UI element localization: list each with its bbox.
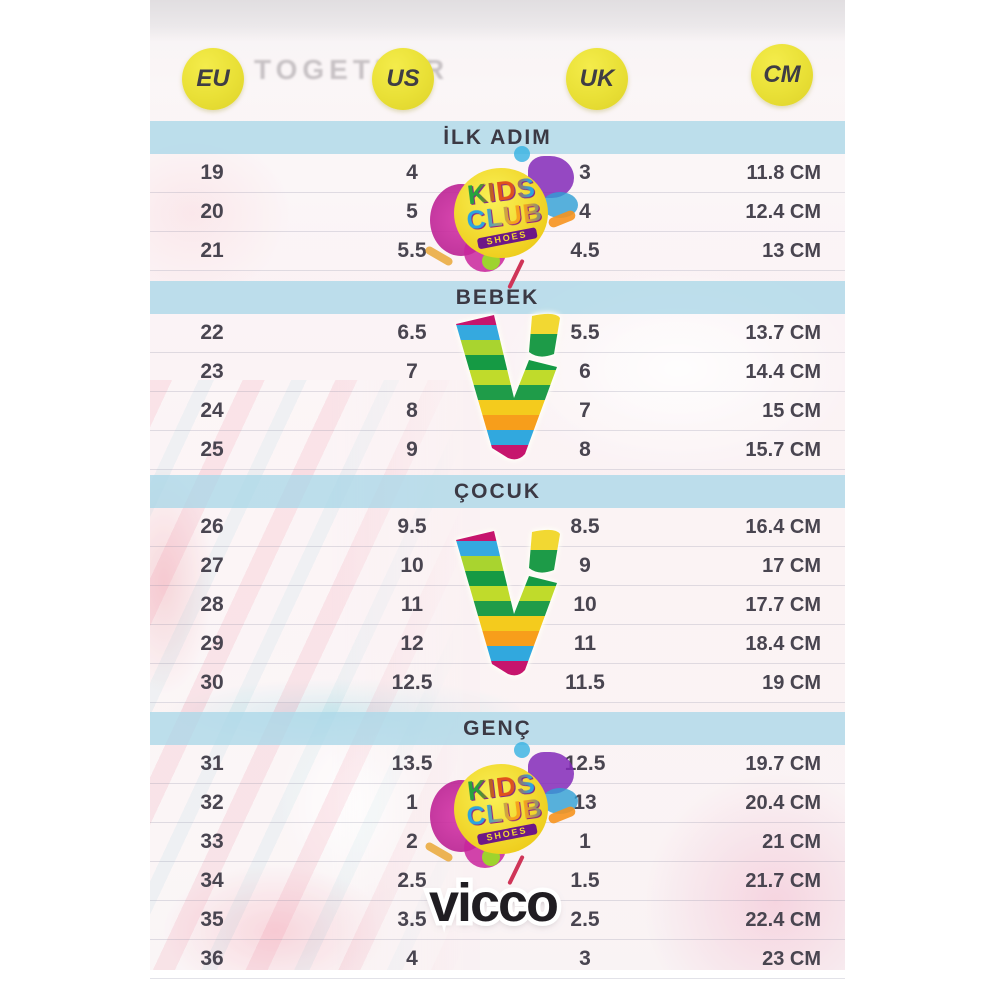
cell-uk: 11.5 (565, 671, 605, 694)
cell-eu: 31 (200, 752, 224, 775)
paint-splash-blue (514, 742, 530, 758)
size-chart-content: TOGETHER EU US UK CM İLK ADIM 19 4 3 11.8 CM… (150, 0, 845, 979)
section-genc: GENÇ 31 13.5 12.5 19.7 CM 32 1 13 20.4 CM 33 2 1 21 … (150, 712, 845, 979)
cell-cm: 21 CM (762, 830, 821, 853)
cell-uk: 4.5 (570, 239, 600, 262)
cell-uk: 8.5 (570, 515, 600, 538)
cell-eu: 29 (200, 632, 224, 655)
cell-cm: 18.4 CM (745, 632, 821, 655)
column-badge-cm: CM (751, 44, 813, 106)
cell-eu: 36 (200, 947, 224, 970)
cell-uk: 4 (579, 200, 591, 223)
cell-uk: 5.5 (570, 321, 600, 344)
cell-uk: 9 (579, 554, 591, 577)
cell-us: 9 (406, 438, 418, 461)
column-badge-eu: EU (182, 48, 244, 110)
cell-eu: 24 (200, 399, 224, 422)
cell-us: 6.5 (397, 321, 427, 344)
cell-eu: 26 (200, 515, 224, 538)
cell-eu: 19 (200, 161, 224, 184)
cell-us: 2 (406, 830, 418, 853)
cell-us: 5 (406, 200, 418, 223)
cell-cm: 16.4 CM (745, 515, 821, 538)
cell-us: 1 (406, 791, 418, 814)
cell-us: 12.5 (391, 671, 433, 694)
size-row: 30 12.5 11.5 19 CM (150, 664, 845, 703)
column-badge-us: US (372, 48, 434, 110)
cell-uk: 7 (579, 399, 591, 422)
cell-us: 9.5 (397, 515, 427, 538)
cell-us: 13.5 (391, 752, 433, 775)
kids-club-logo: KIDS CLUB SHOES (424, 742, 578, 886)
cell-uk: 6 (579, 360, 591, 383)
kids-club-logo-text: KIDS CLUB SHOES (434, 766, 573, 849)
paint-splash-blue (514, 146, 530, 162)
cell-eu: 32 (200, 791, 224, 814)
cell-uk: 1 (579, 830, 591, 853)
cell-uk: 3 (579, 161, 591, 184)
cell-us: 7 (406, 360, 418, 383)
cell-cm: 17 CM (762, 554, 821, 577)
cell-us: 11 (400, 593, 424, 616)
cell-eu: 35 (200, 908, 224, 931)
cell-eu: 23 (200, 360, 224, 383)
cell-cm: 19 CM (762, 671, 821, 694)
size-row: 26 9.5 8.5 16.4 CM (150, 508, 845, 547)
vicco-v-icon (442, 310, 568, 460)
cell-eu: 20 (200, 200, 224, 223)
cell-us: 4 (406, 161, 418, 184)
cell-eu: 30 (200, 671, 224, 694)
cell-cm: 13 CM (762, 239, 821, 262)
cell-cm: 21.7 CM (745, 869, 821, 892)
section-band-bebek: BEBEK (150, 281, 845, 314)
cell-cm: 11.8 CM (746, 161, 821, 184)
cell-eu: 25 (200, 438, 224, 461)
cell-eu: 28 (200, 593, 224, 616)
cell-cm: 20.4 CM (745, 791, 821, 814)
cell-cm: 19.7 CM (745, 752, 821, 775)
cell-uk: 10 (573, 593, 597, 616)
cell-cm: 12.4 CM (745, 200, 821, 223)
cell-uk: 8 (579, 438, 591, 461)
cell-us: 5.5 (397, 239, 427, 262)
cell-cm: 22.4 CM (745, 908, 821, 931)
cell-us: 12 (400, 632, 424, 655)
cell-eu: 21 (200, 239, 224, 262)
cell-cm: 14.4 CM (745, 360, 821, 383)
vicco-v-icon (442, 526, 568, 676)
size-row: 36 4 3 23 CM (150, 940, 845, 979)
cell-cm: 13.7 CM (745, 321, 821, 344)
cell-eu: 34 (200, 869, 224, 892)
cell-cm: 17.7 CM (745, 593, 821, 616)
cell-uk: 11 (573, 632, 597, 655)
section-band-ilk-adim: İLK ADIM (150, 121, 845, 154)
cell-us: 8 (406, 399, 418, 422)
cell-eu: 27 (200, 554, 224, 577)
cell-eu: 22 (200, 321, 224, 344)
cell-cm: 15 CM (762, 399, 821, 422)
cell-eu: 33 (200, 830, 224, 853)
section-band-genc: GENÇ (150, 712, 845, 745)
cell-us: 4 (406, 947, 418, 970)
cell-us: 10 (400, 554, 424, 577)
cell-uk: 12.5 (564, 752, 606, 775)
kids-club-logo: KIDS CLUB SHOES (424, 146, 578, 290)
cell-cm: 15.7 CM (745, 438, 821, 461)
cell-cm: 23 CM (762, 947, 821, 970)
kids-club-logo-text: KIDS CLUB SHOES (434, 170, 573, 253)
cell-uk: 13 (573, 791, 597, 814)
vicco-wordmark: vicco (408, 876, 578, 930)
column-badge-uk: UK (566, 48, 628, 110)
section-band-cocuk: ÇOCUK (150, 475, 845, 508)
cell-uk: 3 (579, 947, 591, 970)
